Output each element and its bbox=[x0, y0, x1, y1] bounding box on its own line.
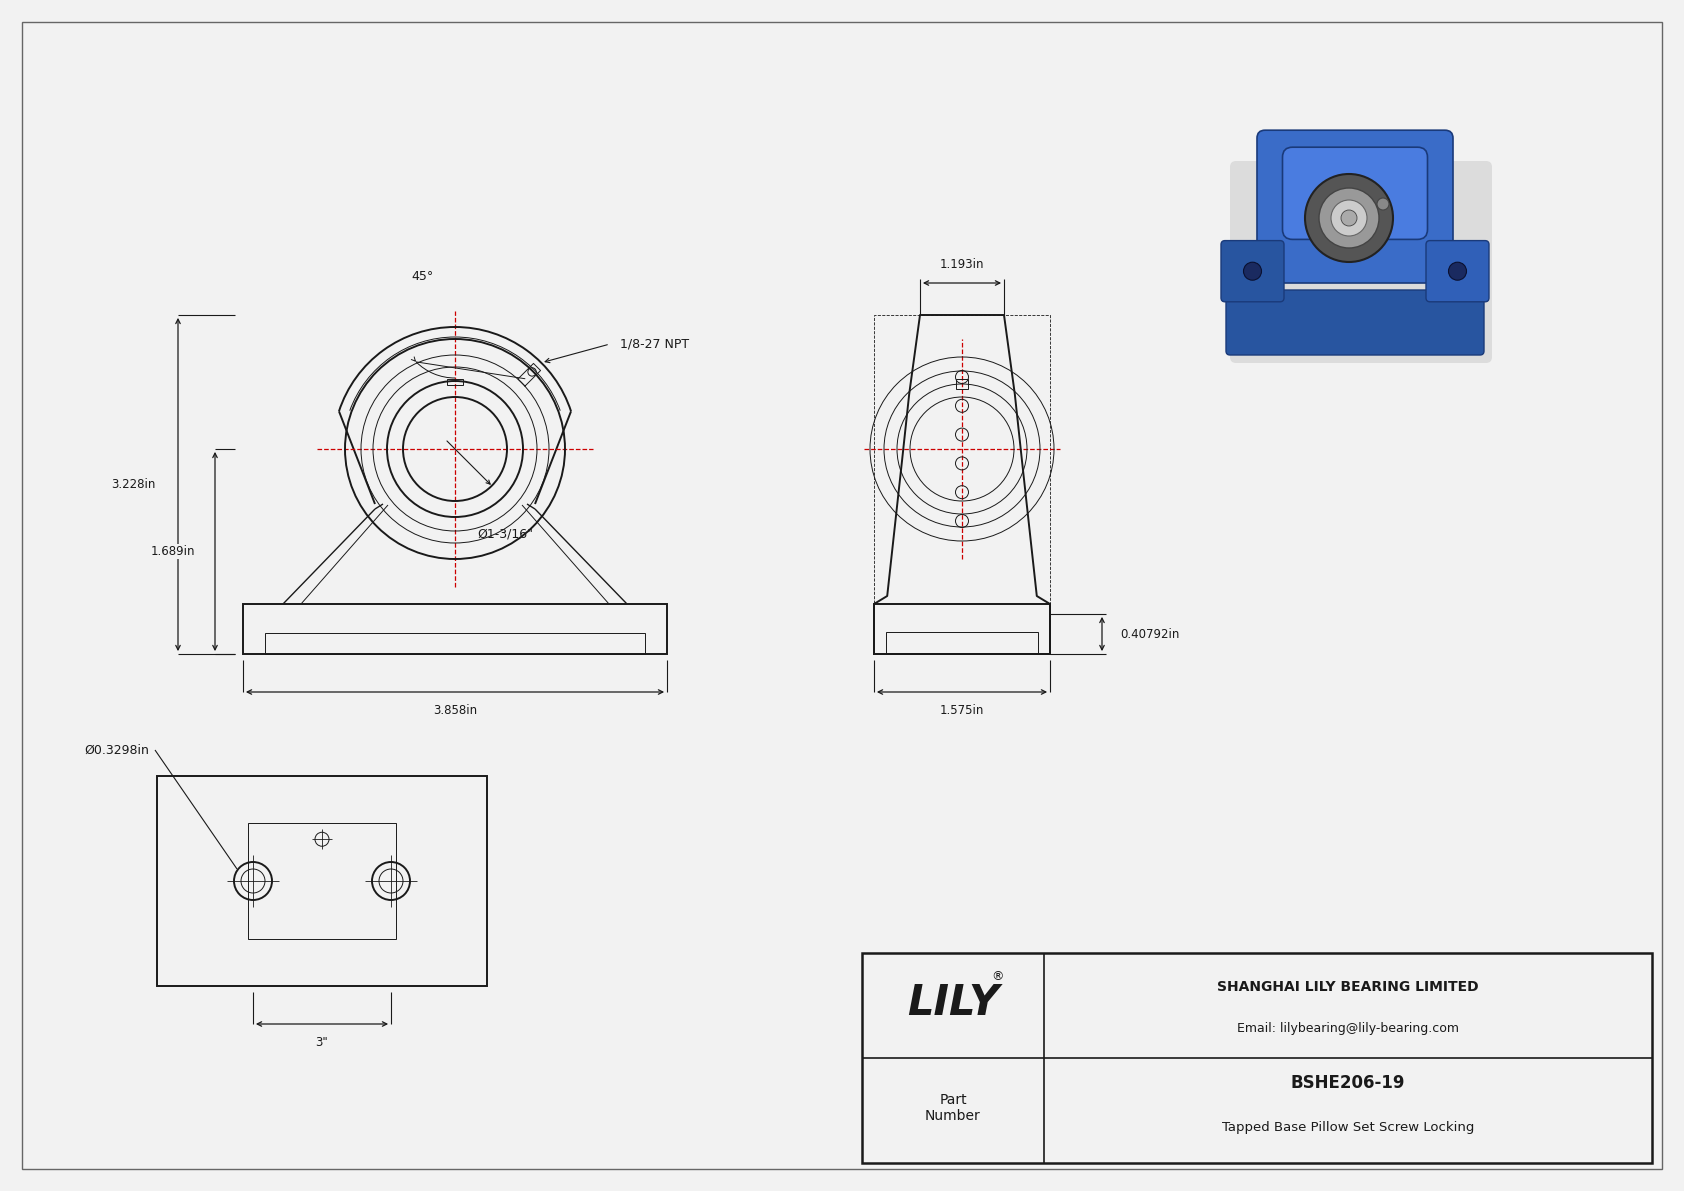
Text: BSHE206-19: BSHE206-19 bbox=[1290, 1074, 1404, 1092]
Circle shape bbox=[1243, 262, 1261, 280]
Text: 1.575in: 1.575in bbox=[940, 704, 983, 717]
Text: Part
Number: Part Number bbox=[925, 1093, 980, 1123]
Bar bbox=[157, 777, 487, 986]
Bar bbox=[874, 604, 1051, 654]
Text: Ø1-3/16": Ø1-3/16" bbox=[477, 528, 534, 541]
Bar bbox=[957, 379, 968, 389]
Bar bbox=[862, 953, 1652, 1162]
Text: 1/8-27 NPT: 1/8-27 NPT bbox=[620, 337, 689, 350]
Circle shape bbox=[1319, 188, 1379, 248]
Text: SHANGHAI LILY BEARING LIMITED: SHANGHAI LILY BEARING LIMITED bbox=[1218, 980, 1479, 993]
Bar bbox=[248, 823, 396, 939]
FancyBboxPatch shape bbox=[1426, 241, 1489, 301]
Text: 3": 3" bbox=[315, 1035, 328, 1048]
Circle shape bbox=[1305, 174, 1393, 262]
Text: 45°: 45° bbox=[413, 270, 434, 283]
Text: LILY: LILY bbox=[908, 983, 999, 1024]
Text: 3.858in: 3.858in bbox=[433, 704, 477, 717]
Text: Email: lilybearing@lily-bearing.com: Email: lilybearing@lily-bearing.com bbox=[1238, 1022, 1458, 1035]
FancyBboxPatch shape bbox=[1256, 130, 1453, 283]
Bar bbox=[446, 379, 463, 385]
Circle shape bbox=[1378, 198, 1389, 210]
Text: Ø0.3298in: Ø0.3298in bbox=[84, 743, 148, 756]
Text: 3.228in: 3.228in bbox=[111, 478, 155, 491]
FancyBboxPatch shape bbox=[1221, 241, 1283, 301]
Circle shape bbox=[1448, 262, 1467, 280]
Text: Tapped Base Pillow Set Screw Locking: Tapped Base Pillow Set Screw Locking bbox=[1223, 1121, 1474, 1134]
Circle shape bbox=[1340, 210, 1357, 226]
Text: 1.689in: 1.689in bbox=[152, 545, 195, 559]
FancyBboxPatch shape bbox=[1283, 148, 1428, 239]
Bar bbox=[886, 631, 1037, 654]
Bar bbox=[264, 632, 645, 654]
Text: 0.40792in: 0.40792in bbox=[1120, 628, 1180, 641]
FancyBboxPatch shape bbox=[1229, 161, 1492, 363]
Bar bbox=[242, 604, 667, 654]
Circle shape bbox=[1330, 200, 1367, 236]
Bar bbox=[874, 314, 1051, 654]
FancyBboxPatch shape bbox=[1226, 289, 1484, 355]
Text: ®: ® bbox=[992, 969, 1004, 983]
Text: 1.193in: 1.193in bbox=[940, 258, 983, 272]
